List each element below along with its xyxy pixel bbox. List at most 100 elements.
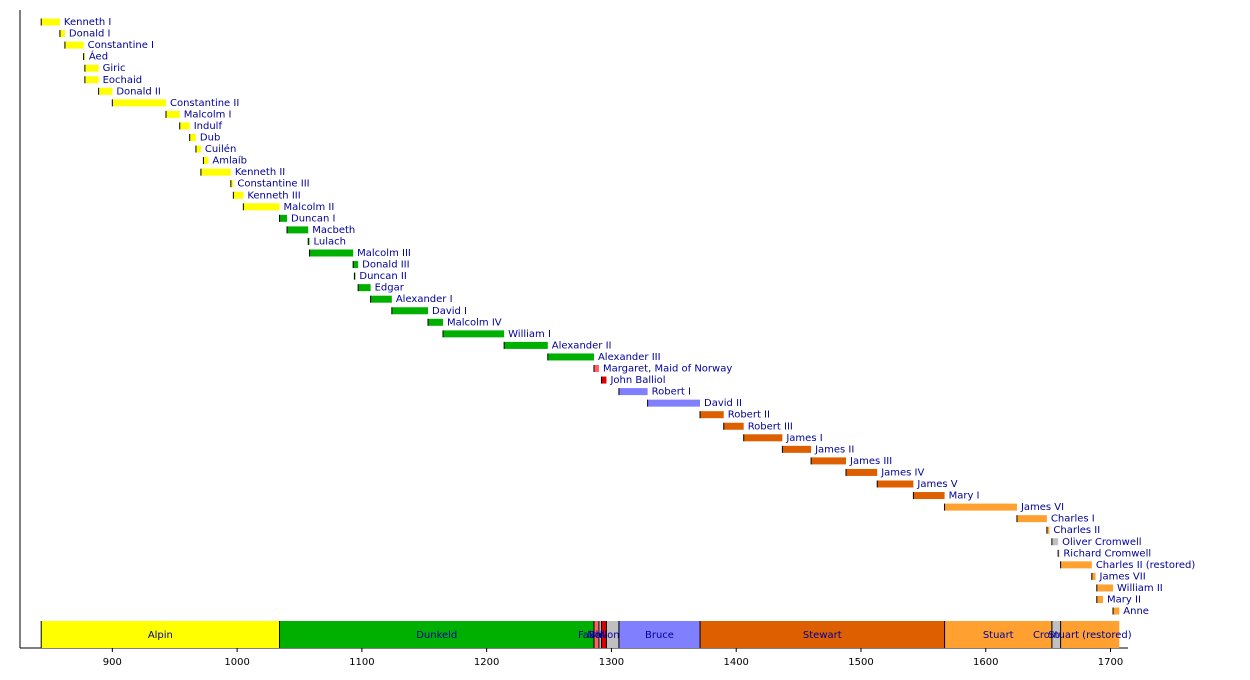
reign-bar xyxy=(243,203,280,211)
reign-bar xyxy=(200,168,231,176)
reign-bar xyxy=(179,122,190,130)
house-label: Stewart xyxy=(803,630,842,641)
monarch-label: Robert II xyxy=(728,410,770,421)
reign-bar xyxy=(230,180,234,188)
reign-bar xyxy=(84,64,99,72)
reign-bar xyxy=(203,157,209,165)
reign-bar xyxy=(877,480,914,488)
monarch-label: Duncan I xyxy=(291,213,335,224)
monarch-label: Constantine II xyxy=(170,98,239,109)
reign-bar xyxy=(913,492,945,500)
reign-bar xyxy=(41,18,60,26)
monarch-label: Charles I xyxy=(1051,514,1095,525)
house-label: Stuart (restored) xyxy=(1048,630,1132,641)
house-band xyxy=(618,621,701,648)
reign-bar xyxy=(64,41,84,49)
reign-bar xyxy=(358,284,371,292)
reign-bar xyxy=(782,445,812,453)
monarch-label: Kenneth II xyxy=(235,167,285,178)
monarch-label: John Balliol xyxy=(609,375,665,386)
monarch-label: Eochaid xyxy=(103,75,143,86)
monarch-label: Anne xyxy=(1123,606,1149,617)
reign-bar xyxy=(308,237,310,245)
x-tick-label: 1000 xyxy=(224,657,249,668)
reign-bar xyxy=(428,318,443,326)
x-tick-label: 1200 xyxy=(474,657,499,668)
reign-bar xyxy=(1060,561,1092,569)
monarch-label: Lulach xyxy=(313,236,345,247)
reign-bar xyxy=(233,191,244,199)
reign-bar xyxy=(279,214,288,222)
reign-bar xyxy=(593,365,599,372)
monarch-label: Malcolm III xyxy=(357,248,411,259)
reign-bar xyxy=(195,145,201,153)
x-tick-label: 1400 xyxy=(723,657,748,668)
house-label: Fairhair xyxy=(578,630,616,641)
x-tick-label: 1700 xyxy=(1098,657,1123,668)
x-tick-label: 1100 xyxy=(349,657,374,668)
reign-bar xyxy=(1113,607,1120,615)
house-band xyxy=(279,621,594,648)
monarch-label: James I xyxy=(785,433,822,444)
monarch-label: Malcolm I xyxy=(184,109,232,120)
monarch-label: Alexander II xyxy=(552,340,612,351)
monarch-label: William I xyxy=(508,329,551,340)
x-tick-label: 1500 xyxy=(848,657,873,668)
house-label: None xyxy=(600,630,626,641)
monarch-label: Macbeth xyxy=(312,225,355,236)
monarch-label: Cuilén xyxy=(205,143,236,155)
monarch-label: Donald I xyxy=(69,29,111,40)
monarch-label: Donald III xyxy=(362,260,409,271)
monarch-label: Margaret, Maid of Norway xyxy=(603,364,732,375)
reign-bar xyxy=(165,110,180,118)
monarch-label: Amlaíb xyxy=(212,155,247,167)
house-label: Stuart xyxy=(983,630,1014,641)
house-band xyxy=(593,621,599,648)
reign-bar xyxy=(1051,538,1059,546)
house-band xyxy=(1051,621,1061,648)
monarch-label: James VI xyxy=(1020,502,1064,513)
monarch-label: James VII xyxy=(1099,571,1146,582)
monarch-label: Indulf xyxy=(194,121,223,132)
monarch-label: Duncan II xyxy=(359,271,406,282)
house-label: Bruce xyxy=(645,630,674,641)
monarch-label: Robert III xyxy=(748,421,793,432)
reign-bar xyxy=(309,249,354,257)
monarch-label: Charles II (restored) xyxy=(1096,560,1196,571)
house-band xyxy=(598,621,602,648)
reign-bar xyxy=(723,422,744,430)
reign-bar xyxy=(1046,526,1050,534)
reign-bar xyxy=(944,503,1017,511)
monarch-label: Richard Cromwell xyxy=(1063,548,1151,559)
house-band xyxy=(1060,621,1120,648)
monarch-label: Áed xyxy=(89,50,108,63)
monarch-label: William II xyxy=(1117,583,1163,594)
monarch-label: Oliver Cromwell xyxy=(1062,537,1141,548)
monarch-label: Edgar xyxy=(375,283,405,294)
monarch-label: David II xyxy=(704,398,742,409)
reign-bar xyxy=(601,376,607,384)
reign-bar xyxy=(700,411,724,419)
monarch-label: James V xyxy=(916,479,957,490)
monarch-label: Mary II xyxy=(1107,595,1141,606)
reign-bar xyxy=(353,261,359,269)
reign-bar xyxy=(98,87,113,95)
monarch-label: Kenneth III xyxy=(247,190,300,201)
monarch-label: Mary I xyxy=(949,491,980,502)
monarch-label: Alexander I xyxy=(396,294,453,305)
monarch-label: Kenneth I xyxy=(64,17,111,28)
house-label: Cromwell xyxy=(1033,630,1080,641)
reign-bar xyxy=(1096,596,1104,603)
reign-bar xyxy=(112,99,166,107)
monarch-label: Charles II xyxy=(1053,525,1100,536)
reign-bar xyxy=(743,434,783,442)
monarch-label: James IV xyxy=(880,467,924,478)
reign-bar xyxy=(1091,572,1096,580)
reign-bar xyxy=(391,307,429,315)
reign-bar xyxy=(846,468,878,476)
house-label: None xyxy=(587,630,613,641)
house-label: Dunkeld xyxy=(416,630,457,641)
x-tick-label: 1600 xyxy=(973,657,998,668)
monarch-label: James III xyxy=(849,456,892,467)
reign-bar xyxy=(811,457,847,465)
